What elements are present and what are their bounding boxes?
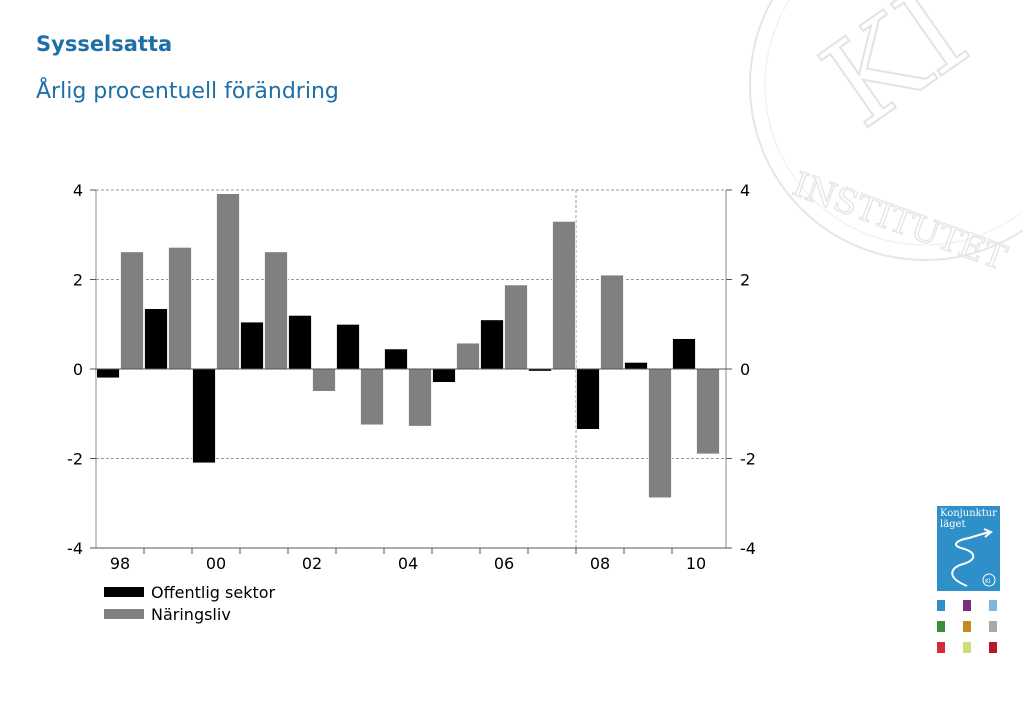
y-tick-label-right: 4 [740,181,750,200]
bar-naringsliv-2007 [552,220,576,370]
legend-label: Näringsliv [151,605,231,624]
page-title: Sysselsatta [36,32,173,56]
bar-offentlig-2009 [624,361,648,370]
bar-naringsliv-2001 [264,251,288,370]
y-tick-label-right: -2 [740,450,756,469]
bar-offentlig-2006 [480,319,504,370]
x-tick-label: 00 [206,554,226,573]
bar-offentlig-1999 [144,308,168,370]
publication-swatch [937,621,945,632]
bar-naringsliv-2004 [408,368,432,427]
bar-naringsliv-2009 [648,368,672,499]
publication-swatch [963,642,971,653]
x-tick-label: 08 [590,554,610,573]
y-tick-label-left: 0 [73,360,83,379]
bar-offentlig-2005 [432,368,456,383]
publication-swatches [937,600,1003,656]
konjunkturlaget-logo: Konjunktur läget KI [937,506,1000,591]
bar-offentlig-1998 [96,368,120,379]
publication-swatch [937,642,945,653]
publication-swatch [989,642,997,653]
x-tick-label: 02 [302,554,322,573]
bar-offentlig-2010 [672,338,696,370]
publication-swatch [937,600,945,611]
bar-offentlig-2000 [192,368,216,464]
y-tick-label-left: -4 [67,539,83,558]
x-tick-label: 06 [494,554,514,573]
publication-swatch [989,600,997,611]
badge-title-line1: Konjunktur [940,508,997,519]
page-subtitle: Årlig procentuell förändring [36,79,339,104]
bar-naringsliv-1998 [120,251,144,370]
badge-title-line2: läget [940,519,966,530]
x-tick-label: 04 [398,554,418,573]
bar-naringsliv-2008 [600,274,624,370]
ki-watermark-logo: KI INSTITUTET [749,0,1023,270]
bar-offentlig-2001 [240,321,264,370]
bar-naringsliv-2006 [504,284,528,370]
legend-swatch [104,609,144,619]
bar-naringsliv-2003 [360,368,384,426]
badge-seal-text: KI [985,578,991,585]
bar-naringsliv-2002 [312,368,336,392]
bar-naringsliv-2000 [216,193,240,370]
y-tick-label-right: -4 [740,539,756,558]
y-tick-label-left: 2 [73,271,83,290]
publication-swatch [963,600,971,611]
bar-offentlig-2002 [288,314,312,370]
legend: Offentlig sektor Näringsliv [104,583,276,624]
x-tick-label: 10 [686,554,706,573]
bar-naringsliv-2010 [696,368,720,455]
legend-label: Offentlig sektor [151,583,276,602]
bar-offentlig-2008 [576,368,600,430]
publication-swatch [989,621,997,632]
bar-naringsliv-2005 [456,342,480,370]
legend-swatch [104,587,144,597]
axis-ticks: 4 42 20 0-2 -2-4 -498 00 02 04 06 08 10 [67,181,756,573]
y-tick-label-left: -2 [67,450,83,469]
y-tick-label-right: 2 [740,271,750,290]
bar-offentlig-2004 [384,348,408,370]
y-tick-label-right: 0 [740,360,750,379]
publication-swatch [963,621,971,632]
y-tick-label-left: 4 [73,181,83,200]
bars [96,193,726,499]
bar-offentlig-2003 [336,323,360,370]
x-tick-label: 98 [110,554,130,573]
bar-naringsliv-1999 [168,246,192,370]
